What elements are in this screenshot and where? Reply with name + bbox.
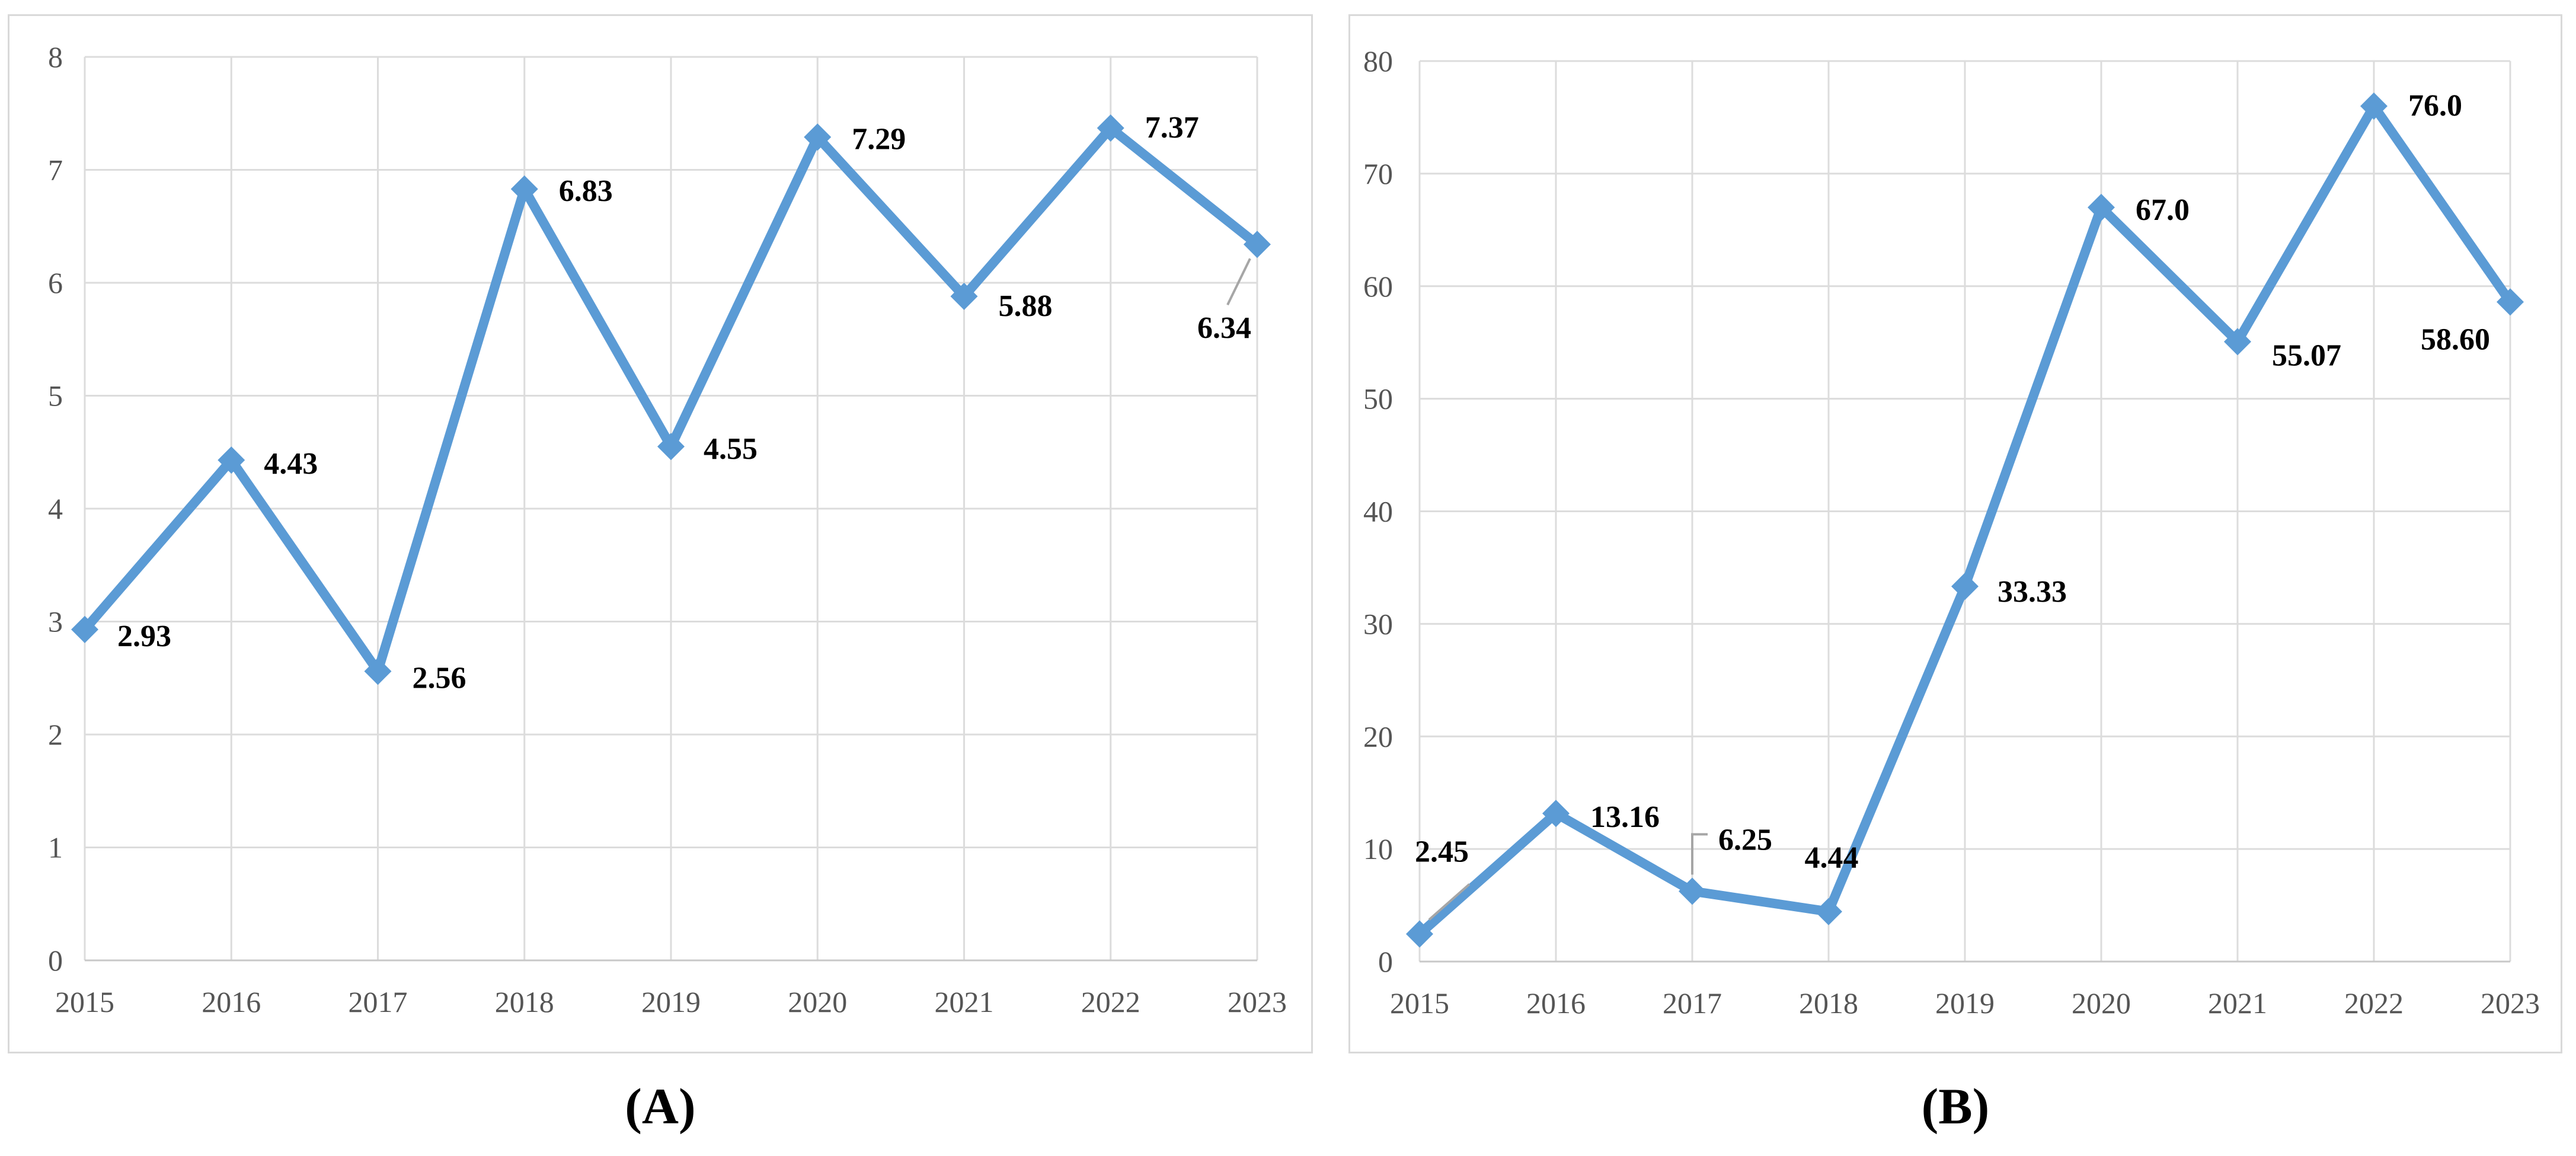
- chart-panel-a: 0 1 2 3 4 5 6 7 8 2015 2016 2017 2018 2019 2020 2021 202…: [8, 14, 1313, 1053]
- data-point-marker: [1815, 898, 1842, 925]
- y-axis-tick-label: 20: [1363, 720, 1393, 753]
- data-point-marker: [2088, 193, 2115, 221]
- data-label: 4.43: [264, 447, 318, 481]
- data-point-marker: [218, 446, 245, 474]
- x-axis-tick-label: 2018: [495, 985, 554, 1018]
- x-axis-tick-label: 2019: [1935, 986, 1995, 1020]
- y-axis-tick-label: 0: [1378, 945, 1393, 978]
- data-point-marker: [1097, 114, 1124, 142]
- data-label-leader-line: [1428, 883, 1471, 921]
- x-axis-tick-label: 2015: [55, 985, 114, 1018]
- y-axis-tick-label: 1: [48, 831, 63, 864]
- data-point-marker: [804, 123, 832, 151]
- data-label: 6.25: [1718, 823, 1772, 857]
- data-label: 4.44: [1805, 841, 1859, 875]
- caption-b: (B): [1921, 1078, 1990, 1135]
- chart-columns: 0 1 2 3 4 5 6 7 8 2015 2016 2017 2018 2019 2020 2021 202…: [8, 14, 2576, 1132]
- data-label: 2.45: [1415, 835, 1469, 868]
- data-label: 67.0: [2136, 193, 2190, 227]
- x-axis-tick-label: 2016: [1526, 986, 1586, 1020]
- y-axis-tick-label: 80: [1363, 44, 1393, 78]
- data-point-marker: [1406, 920, 1433, 948]
- x-axis-tick-label: 2022: [2344, 986, 2404, 1020]
- data-point-marker: [2224, 328, 2251, 356]
- data-point-marker: [510, 175, 538, 203]
- y-axis-tick-label: 70: [1363, 157, 1393, 190]
- x-axis-tick-label: 2022: [1081, 985, 1140, 1018]
- x-axis-tick-label: 2021: [2208, 986, 2267, 1020]
- x-axis-tick-label: 2020: [788, 985, 847, 1018]
- data-label: 33.33: [1997, 575, 2067, 609]
- y-axis-tick-label: 10: [1363, 832, 1393, 866]
- data-label: 2.56: [413, 661, 466, 695]
- data-label: 4.55: [704, 432, 758, 466]
- x-axis-tick-label: 2023: [1228, 985, 1287, 1018]
- data-label-leader-line: [1691, 833, 1708, 875]
- data-label: 7.29: [852, 122, 906, 156]
- data-point-marker: [71, 615, 98, 643]
- y-axis-tick-label: 6: [48, 266, 63, 299]
- data-point-marker: [1951, 573, 1979, 601]
- y-axis-tick-label: 4: [48, 492, 63, 525]
- y-axis-tick-label: 0: [48, 944, 63, 977]
- chart-column-b: 0 10 20 30 40 50 60 70 80 2015 2016 2017 2018 2019 202…: [1348, 14, 2562, 1132]
- data-point-marker: [2360, 92, 2388, 120]
- data-label: 2.93: [117, 619, 171, 653]
- data-label-leader-line: [1226, 258, 1251, 306]
- y-axis-tick-label: 60: [1363, 270, 1393, 303]
- caption-a: (A): [625, 1078, 696, 1135]
- y-axis-tick-label: 3: [48, 605, 63, 638]
- data-label: 55.07: [2272, 339, 2341, 372]
- y-axis-tick-label: 2: [48, 718, 63, 751]
- x-axis-tick-label: 2019: [641, 985, 701, 1018]
- y-axis-tick-label: 30: [1363, 607, 1393, 640]
- y-axis-tick-label: 40: [1363, 495, 1393, 528]
- y-axis-tick-label: 5: [48, 379, 63, 413]
- data-label: 13.16: [1590, 800, 1660, 834]
- x-axis-tick-label: 2018: [1799, 986, 1858, 1020]
- chart-panel-b: 0 10 20 30 40 50 60 70 80 2015 2016 2017 2018 2019 202…: [1348, 14, 2562, 1053]
- data-point-marker: [657, 433, 685, 461]
- data-point-marker: [950, 282, 978, 310]
- data-label: 6.34: [1197, 311, 1251, 345]
- x-axis-tick-label: 2021: [935, 985, 994, 1018]
- data-point-marker: [1244, 231, 1271, 258]
- y-axis-tick-label: 7: [48, 154, 63, 187]
- data-label: 58.60: [2421, 322, 2490, 356]
- x-axis-tick-label: 2015: [1390, 986, 1449, 1020]
- y-axis-tick-label: 8: [48, 40, 63, 74]
- data-point-marker: [2497, 288, 2524, 316]
- x-axis-tick-label: 2023: [2481, 986, 2540, 1020]
- data-label: 5.88: [999, 289, 1053, 323]
- x-axis-tick-label: 2017: [1663, 986, 1722, 1020]
- data-label: 7.37: [1145, 111, 1199, 145]
- data-point-marker: [1542, 800, 1570, 828]
- x-axis-tick-label: 2017: [349, 985, 408, 1018]
- line-chart-b: 0 10 20 30 40 50 60 70 80 2015 2016 2017 2018 2019 202…: [1363, 44, 2540, 1020]
- chart-column-a: 0 1 2 3 4 5 6 7 8 2015 2016 2017 2018 2019 2020 2021 202…: [8, 14, 1313, 1132]
- x-axis-tick-label: 2020: [2072, 986, 2131, 1020]
- line-chart-a: 0 1 2 3 4 5 6 7 8 2015 2016 2017 2018 2019 2020 2021 202…: [48, 40, 1287, 1018]
- y-axis-tick-label: 50: [1363, 382, 1393, 416]
- data-label: 6.83: [559, 174, 613, 208]
- data-label: 76.0: [2408, 89, 2462, 123]
- data-point-marker: [1679, 877, 1706, 905]
- data-point-marker: [364, 657, 392, 685]
- x-axis-tick-label: 2016: [202, 985, 261, 1018]
